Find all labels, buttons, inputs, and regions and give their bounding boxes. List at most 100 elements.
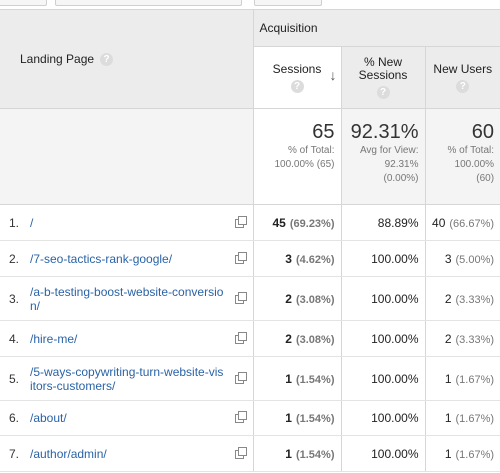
row-index: 5. (0, 356, 30, 401)
total-new-sessions-delta: (0.00%) (383, 173, 419, 184)
total-sessions-caption: % of Total: (287, 145, 335, 156)
new-users-cell: 1 (1.67%) (424, 435, 500, 472)
sessions-percent: (69.23%) (289, 217, 335, 230)
open-external-icon[interactable] (234, 291, 247, 304)
landing-page-link[interactable]: /about/ (30, 400, 228, 436)
open-external-icon[interactable] (234, 446, 247, 459)
sessions-percent: (1.54%) (295, 373, 335, 386)
totals-row: 65 % of Total: 100.00% (65) 92.31% Avg f… (0, 108, 500, 205)
new-users-cell: 1 (1.67%) (424, 356, 500, 401)
help-icon[interactable]: ? (456, 79, 470, 93)
new-sessions-cell: 88.89% (340, 204, 425, 241)
new-users-value: 2 (444, 331, 452, 346)
landing-page-link[interactable]: /author/admin/ (30, 435, 228, 472)
new-users-cell: 2 (3.33%) (424, 276, 500, 321)
total-new-sessions-value: 92.31% (350, 121, 419, 143)
new-users-percent: (1.67%) (455, 448, 495, 461)
sessions-percent: (3.08%) (295, 293, 335, 306)
total-new-users-value: 60 (471, 121, 495, 143)
new-sessions-cell: 100.00% (340, 356, 425, 401)
total-new-users-percent: 100.00% (454, 159, 495, 170)
help-icon[interactable]: ? (100, 53, 114, 67)
sessions-percent: (4.62%) (295, 253, 335, 266)
sessions-value: 3 (285, 251, 292, 266)
new-users-percent: (66.67%) (449, 217, 495, 230)
total-new-sessions-caption: Avg for View: (359, 145, 419, 156)
new-users-percent: (5.00%) (455, 253, 495, 266)
sessions-cell: 1 (1.54%) (252, 400, 341, 436)
new-users-percent: (3.33%) (455, 333, 495, 346)
row-index: 6. (0, 400, 30, 436)
toolbar-button[interactable] (254, 0, 322, 6)
sessions-cell: 3 (4.62%) (252, 240, 341, 277)
new-users-cell: 2 (3.33%) (424, 320, 500, 357)
sessions-percent: (1.54%) (295, 448, 335, 461)
new-users-value: 1 (444, 371, 452, 386)
table-row: 3. /a-b-testing-boost-website-conversion… (0, 276, 500, 321)
new-users-header-label: New Users (433, 61, 493, 76)
table-row: 1. / 45 (69.23%) 88.89% 40 (66.67%) (0, 204, 500, 241)
total-new-users-caption: % of Total: (447, 145, 495, 156)
total-new-users-count: (60) (476, 173, 495, 184)
new-sessions-column-header[interactable]: % New Sessions ? (340, 46, 425, 109)
row-index: 4. (0, 320, 30, 357)
open-external-icon[interactable] (234, 251, 247, 264)
sessions-value: 45 (272, 215, 286, 230)
new-users-value: 40 (432, 215, 446, 230)
table-row: 5. /5-ways-copywriting-turn-website-visi… (0, 356, 500, 401)
open-external-icon[interactable] (234, 411, 247, 423)
open-external-icon[interactable] (234, 215, 247, 228)
landing-page-link[interactable]: /a-b-testing-boost-website-conversion/ (30, 276, 228, 321)
new-sessions-header-label-2: Sessions (358, 68, 408, 82)
sessions-value: 2 (285, 291, 292, 306)
help-icon[interactable]: ? (290, 79, 304, 93)
total-sessions: 65 % of Total: 100.00% (65) (252, 108, 341, 205)
landing-page-column-header[interactable]: Landing Page? (0, 9, 253, 109)
sort-descending-icon[interactable]: ↓ (329, 67, 337, 83)
new-users-value: 2 (444, 291, 452, 306)
row-index: 3. (0, 276, 30, 321)
landing-page-link[interactable]: /hire-me/ (30, 320, 228, 357)
new-users-cell: 1 (1.67%) (424, 400, 500, 436)
toolbar-dropdown[interactable] (55, 0, 242, 6)
total-sessions-percent: 100.00% (65) (274, 159, 335, 170)
new-users-cell: 40 (66.67%) (424, 204, 500, 241)
total-sessions-value: 65 (312, 121, 335, 143)
open-external-icon[interactable] (234, 331, 247, 344)
landing-page-header-label: Landing Page (20, 51, 95, 66)
sessions-value: 1 (285, 411, 292, 425)
new-users-cell: 3 (5.00%) (424, 240, 500, 277)
new-users-percent: (1.67%) (455, 373, 495, 386)
new-sessions-cell: 100.00% (340, 276, 425, 321)
new-sessions-cell: 100.00% (340, 400, 425, 436)
acquisition-group-header: Acquisition (252, 9, 500, 47)
new-sessions-cell: 100.00% (340, 320, 425, 357)
table-row: 4. /hire-me/ 2 (3.08%) 100.00% 2 (3.33%) (0, 320, 500, 357)
new-users-column-header[interactable]: New Users ? (424, 46, 500, 109)
sessions-cell: 2 (3.08%) (252, 320, 341, 357)
toolbar-strip (0, 0, 500, 9)
new-users-percent: (3.33%) (455, 293, 495, 306)
sessions-cell: 1 (1.54%) (252, 356, 341, 401)
new-sessions-header-label-1: % New (363, 55, 402, 69)
new-users-value: 1 (444, 411, 452, 425)
landing-page-link[interactable]: /7-seo-tactics-rank-google/ (30, 240, 228, 277)
sessions-percent: (1.54%) (295, 413, 335, 425)
table-row: 2. /7-seo-tactics-rank-google/ 3 (4.62%) … (0, 240, 500, 277)
total-new-sessions-avg: 92.31% (384, 159, 419, 170)
sessions-cell: 2 (3.08%) (252, 276, 341, 321)
landing-page-link[interactable]: / (30, 204, 228, 241)
help-icon[interactable]: ? (376, 86, 390, 99)
landing-page-report-table: Landing Page? Acquisition Sessions ? ↓ %… (0, 9, 500, 472)
row-index: 2. (0, 240, 30, 277)
table-row: 6. /about/ 1 (1.54%) 100.00% 1 (1.67%) (0, 400, 500, 436)
new-sessions-cell: 100.00% (340, 435, 425, 472)
landing-page-link[interactable]: /5-ways-copywriting-turn-website-visitor… (30, 356, 228, 401)
sessions-column-header[interactable]: Sessions ? ↓ (252, 46, 341, 109)
toolbar-button[interactable] (0, 0, 47, 6)
sessions-header-label: Sessions (272, 61, 322, 76)
total-new-sessions: 92.31% Avg for View: 92.31% (0.00%) (340, 108, 425, 205)
totals-label-cell (0, 108, 253, 205)
open-external-icon[interactable] (234, 371, 247, 384)
new-users-value: 3 (444, 251, 452, 266)
